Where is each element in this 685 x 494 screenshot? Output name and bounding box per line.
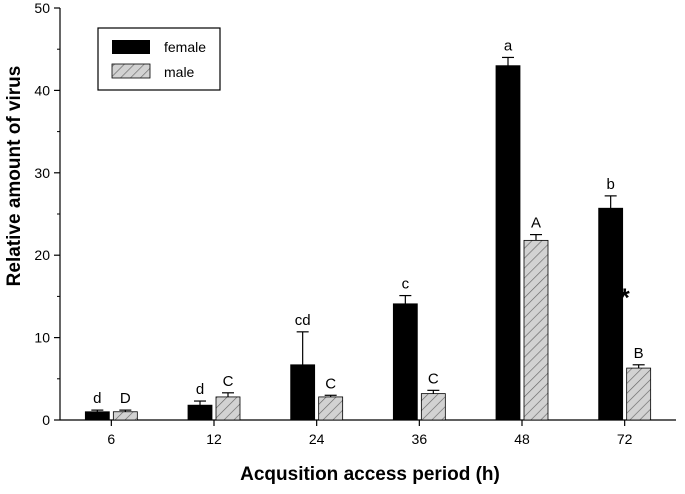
y-tick-label: 0 xyxy=(42,412,50,428)
significance-label: b xyxy=(606,176,614,193)
bar-female-36 xyxy=(392,303,418,421)
y-tick-label: 30 xyxy=(34,165,50,181)
y-tick-label: 10 xyxy=(34,330,50,346)
bars-group xyxy=(84,56,652,421)
x-tick-label: 48 xyxy=(514,431,530,447)
significance-label: C xyxy=(325,375,336,392)
significance-label: d xyxy=(196,381,204,398)
legend-box xyxy=(97,27,221,91)
bar-male-6 xyxy=(112,411,138,421)
significance-label: B xyxy=(634,345,644,362)
legend: female male xyxy=(97,27,221,91)
x-tick-label: 72 xyxy=(617,431,633,447)
legend-swatch-female xyxy=(112,40,150,54)
significance-label: c xyxy=(402,276,410,293)
bar-male-24 xyxy=(318,396,344,421)
y-axis-label: Relative amount of virus xyxy=(4,66,25,287)
bar-female-24 xyxy=(290,364,316,421)
y-tick-label: 50 xyxy=(34,0,50,16)
bar-male-48 xyxy=(523,239,549,421)
bar-male-36 xyxy=(420,393,446,421)
labels-group: d Dd Ccd Cc Ca Ab B * xyxy=(93,37,644,407)
bar-female-48 xyxy=(495,65,521,421)
axes-group: 0 10 20 30 40 50 6 12 24 36 48 72 xyxy=(34,0,676,447)
x-tick-label: 36 xyxy=(412,431,428,447)
bar-male-12 xyxy=(215,396,241,421)
bar-female-12 xyxy=(187,404,213,421)
y-tick-label: 20 xyxy=(34,247,50,263)
significance-label: a xyxy=(504,37,513,54)
legend-label-female: female xyxy=(164,39,206,55)
significance-label: C xyxy=(223,373,234,390)
significance-label: d xyxy=(93,390,101,407)
significance-asterisk: * xyxy=(620,282,631,312)
y-tick-label: 40 xyxy=(34,82,50,98)
x-tick-label: 12 xyxy=(206,431,222,447)
significance-label: A xyxy=(531,215,541,232)
legend-label-male: male xyxy=(164,64,195,80)
x-tick-label: 6 xyxy=(107,431,115,447)
bar-male-72 xyxy=(626,367,652,421)
significance-label: cd xyxy=(295,312,311,329)
x-axis-label: Acqusition access period (h) xyxy=(240,464,500,485)
x-tick-label: 24 xyxy=(309,431,325,447)
bar-female-6 xyxy=(84,411,110,421)
significance-label: C xyxy=(428,370,439,387)
significance-label: D xyxy=(120,390,131,407)
legend-swatch-male xyxy=(111,63,151,79)
bar-female-72 xyxy=(598,207,624,421)
